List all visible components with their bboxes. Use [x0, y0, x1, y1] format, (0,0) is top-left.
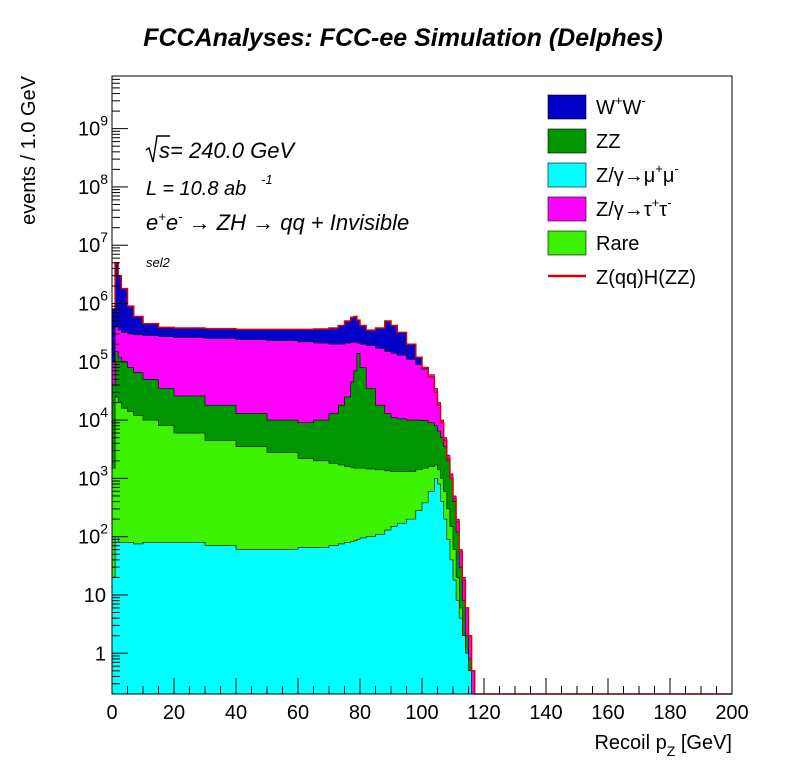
- sqrt-symbol: [145, 135, 170, 163]
- y-tick-label: 106: [78, 288, 108, 316]
- process-annotation: e+e- → ZH → qq + Invisible: [146, 209, 409, 235]
- chart-title: FCCAnalyses: FCC-ee Simulation (Delphes): [143, 24, 663, 52]
- y-tick-label: 10: [84, 585, 106, 607]
- annotations: s = 240.0 GeV L = 10.8 ab -1 e+e- → ZH →…: [145, 135, 409, 270]
- luminosity-annotation: L = 10.8 ab -1: [146, 172, 273, 200]
- legend-item-rare: Rare: [547, 230, 639, 256]
- x-axis-label-unit: [GeV]: [675, 732, 732, 754]
- x-tick-label: 140: [529, 702, 562, 724]
- luminosity-exponent: -1: [261, 172, 273, 187]
- y-tick-label: 108: [78, 171, 108, 199]
- x-tick-label: 200: [715, 702, 748, 724]
- legend-label: Z(qq)H(ZZ): [596, 267, 696, 289]
- legend-item-zmumu: Z/γ→μ+μ-: [547, 161, 679, 188]
- area-zmumu: [111, 478, 732, 695]
- legend-swatch: [547, 196, 587, 222]
- process-text: e+e- → ZH → qq + Invisible: [146, 209, 409, 235]
- y-tick-label: 104: [78, 404, 108, 432]
- x-tick-label: 60: [287, 702, 309, 724]
- process-rest: → ZH → qq + Invisible: [182, 210, 409, 235]
- legend-label: Z/γ→τ+τ-: [596, 195, 672, 221]
- legend-swatch: [547, 94, 587, 120]
- legend-swatch: [547, 128, 587, 154]
- x-axis-label-sub: Z: [667, 743, 676, 759]
- legend-item-ww: W+W-: [547, 93, 646, 120]
- sqrt-s-symbol: s: [159, 138, 170, 163]
- sqrt-s-annotation: s = 240.0 GeV: [145, 135, 296, 163]
- x-tick-label: 0: [106, 702, 117, 724]
- process-e1: e: [146, 210, 158, 235]
- signal-line: [112, 262, 732, 695]
- legend-item-ztautau: Z/γ→τ+τ-: [547, 195, 672, 222]
- y-axis-ticks: 1 10 102 103 104 105 106 107 108 109: [78, 75, 128, 695]
- legend: W+W- ZZ Z/γ→μ+μ- Z/γ→τ+τ- Rare Z(qq)H(ZZ): [547, 93, 696, 289]
- x-tick-label: 80: [349, 702, 371, 724]
- legend-label: Rare: [596, 233, 639, 255]
- y-axis-label: events / 1.0 GeV: [18, 75, 40, 225]
- x-axis-ticks: 0 20 40 60 80 100 120 140 160 180 200: [106, 678, 749, 724]
- y-tick-label: 105: [78, 346, 108, 374]
- legend-label: Z/γ→μ+μ-: [596, 161, 679, 187]
- stacked-areas: [111, 262, 732, 695]
- sqrt-s-value: = 240.0 GeV: [170, 138, 296, 163]
- x-tick-label: 40: [225, 702, 247, 724]
- x-axis-label-text: Recoil pZ [GeV]: [594, 732, 732, 759]
- y-tick-label: 102: [78, 521, 108, 549]
- process-e2-sup: -: [178, 209, 183, 224]
- x-axis-label: Recoil pZ [GeV]: [594, 732, 732, 759]
- plot-area: 0 20 40 60 80 100 120 140 160 180 200 1 10 102 103 104…: [78, 75, 749, 724]
- y-tick-label: 103: [78, 462, 108, 490]
- legend-item-zz: ZZ: [547, 128, 620, 154]
- y-tick-label: 1: [95, 643, 106, 665]
- luminosity-text: L = 10.8 ab: [146, 178, 246, 200]
- x-tick-label: 120: [467, 702, 500, 724]
- process-e1-sup: +: [158, 209, 166, 224]
- legend-label: ZZ: [596, 131, 620, 153]
- y-tick-label: 109: [78, 113, 108, 141]
- legend-swatch: [547, 230, 587, 256]
- legend-label: W+W-: [596, 93, 646, 119]
- process-e2: e: [166, 210, 178, 235]
- x-tick-label: 180: [653, 702, 686, 724]
- legend-item-signal: Z(qq)H(ZZ): [548, 267, 696, 289]
- y-tick-label: 107: [78, 229, 108, 257]
- legend-swatch: [547, 162, 587, 188]
- x-axis-label-main: Recoil p: [594, 732, 666, 754]
- selection-label: sel2: [146, 255, 171, 270]
- x-tick-label: 100: [405, 702, 438, 724]
- x-tick-label: 20: [163, 702, 185, 724]
- x-tick-label: 160: [591, 702, 624, 724]
